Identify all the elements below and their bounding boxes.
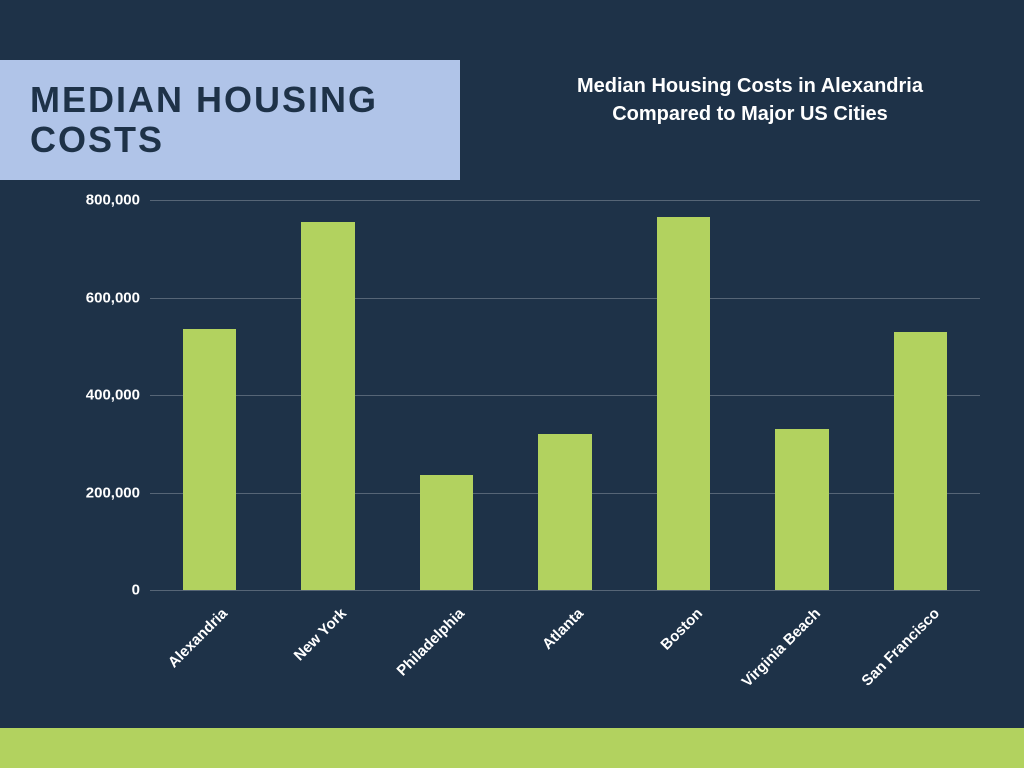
gridline (150, 395, 980, 396)
bar (894, 332, 947, 590)
y-axis-label: 0 (60, 582, 140, 599)
chart-plot (150, 200, 980, 590)
bar (420, 475, 473, 590)
x-axis-label: Virginia Beach (734, 605, 824, 695)
footer-strip (0, 728, 1024, 768)
y-axis-label: 400,000 (60, 387, 140, 404)
page-title: MEDIAN HOUSING COSTS (30, 80, 430, 159)
x-axis-label: Philadelphia (379, 605, 469, 695)
y-axis-label: 200,000 (60, 484, 140, 501)
x-axis-label: Boston (616, 605, 706, 695)
y-axis-label: 800,000 (60, 192, 140, 209)
x-axis-label: Alexandria (141, 605, 231, 695)
bar (775, 429, 828, 590)
bar (538, 434, 591, 590)
x-axis-label: San Francisco (853, 605, 943, 695)
bar (657, 217, 710, 590)
x-axis-label: New York (260, 605, 350, 695)
bar (301, 222, 354, 590)
bar (183, 329, 236, 590)
gridline (150, 590, 980, 591)
gridline (150, 200, 980, 201)
gridline (150, 298, 980, 299)
title-box: MEDIAN HOUSING COSTS (0, 60, 460, 180)
x-axis-label: Atlanta (497, 605, 587, 695)
subtitle: Median Housing Costs in Alexandria Compa… (560, 72, 940, 128)
y-axis-label: 600,000 (60, 289, 140, 306)
chart-area: 0200,000400,000600,000800,000AlexandriaN… (60, 200, 980, 640)
